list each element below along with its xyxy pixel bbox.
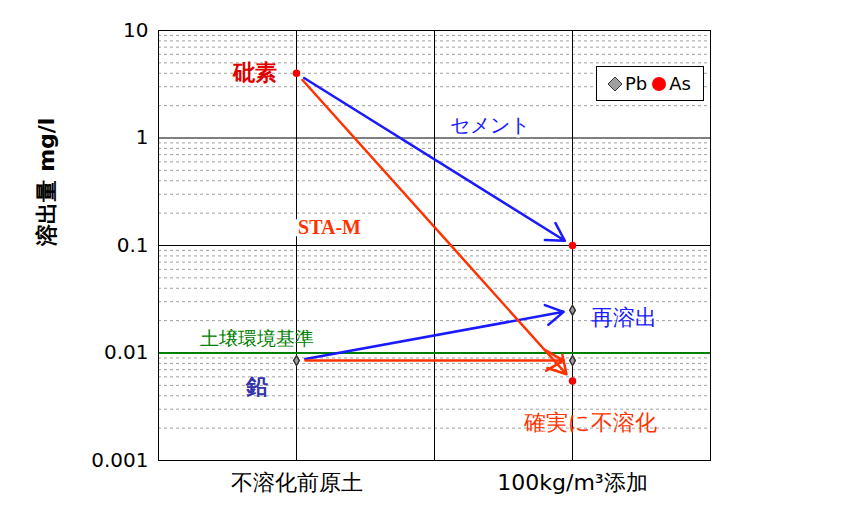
svg-text:0.1: 0.1 xyxy=(117,233,149,257)
svg-text:鉛: 鉛 xyxy=(245,374,268,399)
svg-text:砒素: 砒素 xyxy=(232,60,277,85)
svg-text:土壌環境基準: 土壌環境基準 xyxy=(200,327,314,349)
svg-text:セメント: セメント xyxy=(450,113,530,137)
svg-text:1: 1 xyxy=(136,125,149,149)
svg-text:0.01: 0.01 xyxy=(104,340,149,364)
svg-text:STA-M: STA-M xyxy=(298,215,361,237)
svg-text:溶出量 mg/l: 溶出量 mg/l xyxy=(34,118,59,247)
svg-text:10: 10 xyxy=(123,18,148,42)
html-text:Pb: Pb xyxy=(625,73,648,94)
svg-text:不溶化前原土: 不溶化前原土 xyxy=(231,470,363,495)
svg-text:100kg/m³添加: 100kg/m³添加 xyxy=(497,470,647,495)
svg-text:0.001: 0.001 xyxy=(91,448,148,472)
html-text:As: As xyxy=(669,73,691,94)
svg-text:確実に不溶化: 確実に不溶化 xyxy=(523,410,657,435)
svg-text:再溶出: 再溶出 xyxy=(591,305,657,330)
